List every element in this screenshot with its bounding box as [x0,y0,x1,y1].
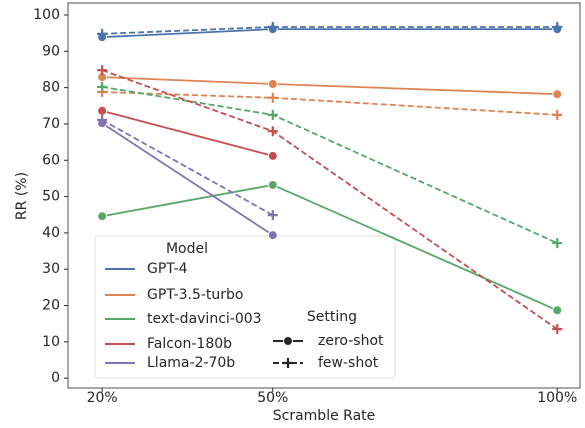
y-axis-label: RR (%) [14,172,30,220]
y-tick-label: 40 [42,225,60,241]
marker [552,305,563,316]
y-tick-label: 30 [42,261,60,277]
marker [552,238,563,249]
marker [97,105,108,116]
y-tick-label: 100 [33,7,60,23]
marker [267,126,278,137]
series-line [102,91,558,116]
legend-label: Llama-2-70b [147,355,235,371]
x-tick-label: 100% [537,390,577,406]
legend-title: Model [166,241,208,257]
legend-box [94,235,396,379]
marker [267,230,278,241]
marker [267,109,278,120]
marker [267,78,278,89]
marker [97,28,108,39]
y-tick-label: 20 [42,298,60,314]
y-tick-label: 0 [51,370,60,386]
legend-label: Falcon-180b [147,336,232,352]
marker [267,210,278,221]
y-tick-label: 50 [42,189,60,205]
legend-label: zero-shot [318,333,384,349]
legend-label: text-davinci-003 [147,311,262,327]
marker [97,81,108,92]
x-tick-label: 50% [257,390,288,406]
legend-label: GPT-3.5-turbo [147,287,244,303]
marker [97,114,108,125]
marker [552,109,563,120]
marker [97,65,108,76]
marker [97,211,108,222]
marker [267,92,278,103]
y-tick-label: 10 [42,334,60,350]
marker [267,179,278,190]
series-line [101,119,274,216]
series-line [101,110,274,157]
marker [552,21,563,32]
x-axis-label: Scramble Rate [273,408,376,424]
legend-label: GPT-4 [147,261,188,277]
series-line [101,122,274,236]
series-line [102,26,558,35]
series-line [102,76,558,96]
legend-title: Setting [307,309,357,325]
plot-frame [67,2,581,389]
marker [552,89,563,100]
y-tick-label: 80 [42,80,60,96]
marker [283,336,293,346]
marker [267,21,278,32]
marker [552,324,563,335]
legend-label: few-shot [318,355,379,371]
x-tick-label: 20% [87,390,118,406]
marker [267,150,278,161]
marker [283,358,293,368]
y-tick-label: 60 [42,152,60,168]
y-tick-label: 70 [42,116,60,132]
y-tick-label: 90 [42,43,60,59]
